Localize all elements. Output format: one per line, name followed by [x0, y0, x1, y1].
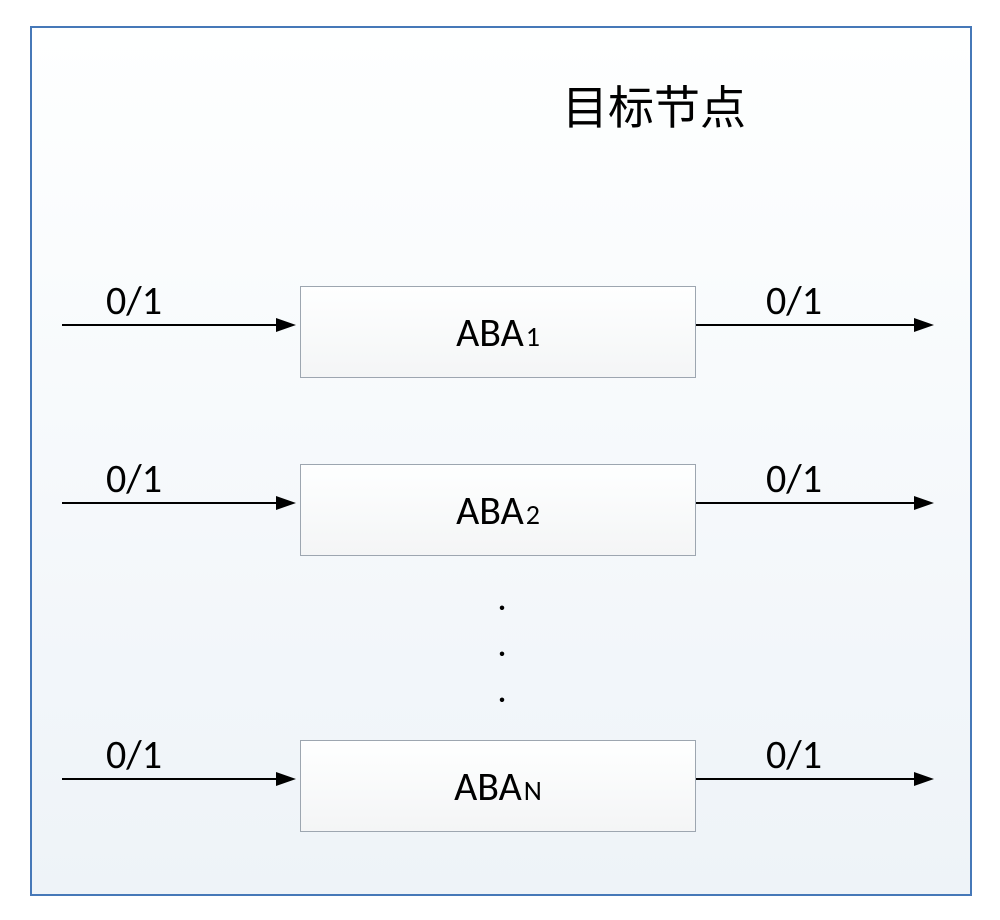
arrow-label-input-2: 0/1 — [106, 730, 162, 779]
arrow-head-icon — [276, 772, 296, 786]
arrow-line — [62, 502, 276, 504]
aba-label-subscript: N — [524, 773, 542, 808]
aba-label-subscript: 1 — [526, 319, 540, 354]
aba-node-1: ABA2 — [300, 464, 696, 556]
aba-label-base: ABA — [454, 762, 522, 811]
arrow-input-1 — [62, 496, 296, 510]
aba-node-2: ABAN — [300, 740, 696, 832]
arrow-head-icon — [914, 772, 934, 786]
arrow-label-input-0: 0/1 — [106, 276, 162, 325]
aba-node-label: ABAN — [454, 762, 542, 811]
aba-label-base: ABA — [456, 486, 524, 535]
arrow-head-icon — [914, 318, 934, 332]
arrow-line — [62, 778, 276, 780]
arrow-head-icon — [276, 496, 296, 510]
arrow-input-0 — [62, 318, 296, 332]
arrow-input-2 — [62, 772, 296, 786]
aba-node-0: ABA1 — [300, 286, 696, 378]
arrow-label-input-1: 0/1 — [106, 454, 162, 503]
ellipsis-dot-1: . — [498, 632, 506, 662]
arrow-label-output-2: 0/1 — [766, 730, 822, 779]
ellipsis-dot-0: . — [498, 586, 506, 616]
arrow-label-output-1: 0/1 — [766, 454, 822, 503]
ellipsis-dot-2: . — [498, 678, 506, 708]
aba-node-label: ABA1 — [456, 308, 540, 357]
aba-label-base: ABA — [456, 308, 524, 357]
arrow-label-output-0: 0/1 — [766, 276, 822, 325]
panel-title: 目标节点 — [562, 72, 746, 138]
aba-node-label: ABA2 — [456, 486, 540, 535]
arrow-head-icon — [276, 318, 296, 332]
arrow-head-icon — [914, 496, 934, 510]
arrow-line — [62, 324, 276, 326]
aba-label-subscript: 2 — [526, 497, 540, 532]
